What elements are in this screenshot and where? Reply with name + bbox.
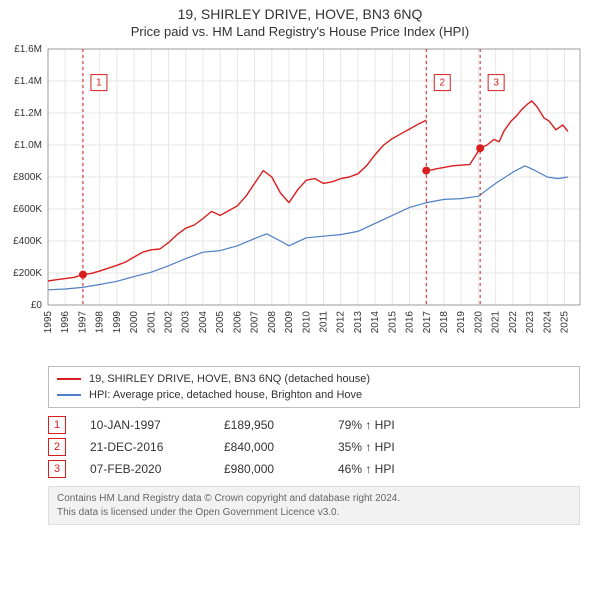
svg-text:1999: 1999: [112, 311, 123, 334]
legend-label: HPI: Average price, detached house, Brig…: [89, 389, 362, 401]
sale-events-table: 1 10-JAN-1997 £189,950 79% ↑ HPI 2 21-DEC-201…: [48, 414, 580, 480]
svg-text:2020: 2020: [473, 311, 484, 334]
legend-item: 19, SHIRLEY DRIVE, HOVE, BN3 6NQ (detach…: [57, 371, 571, 387]
svg-text:£0: £0: [31, 300, 43, 311]
svg-text:2007: 2007: [250, 311, 261, 334]
svg-text:2008: 2008: [267, 311, 278, 334]
chart-title-subtitle: Price paid vs. HM Land Registry's House …: [0, 24, 600, 39]
legend-swatch: [57, 378, 81, 380]
svg-text:2024: 2024: [542, 311, 553, 334]
sale-event-row: 2 21-DEC-2016 £840,000 35% ↑ HPI: [48, 436, 580, 458]
sale-event-pct: 79% ↑ HPI: [338, 418, 395, 432]
svg-text:2000: 2000: [129, 311, 140, 334]
attribution-box: Contains HM Land Registry data © Crown c…: [48, 486, 580, 525]
svg-text:£1.0M: £1.0M: [14, 140, 42, 151]
svg-text:2021: 2021: [491, 311, 502, 334]
svg-text:2011: 2011: [318, 311, 329, 333]
svg-text:2017: 2017: [422, 311, 433, 334]
sale-event-pct: 46% ↑ HPI: [338, 462, 395, 476]
chart-legend: 19, SHIRLEY DRIVE, HOVE, BN3 6NQ (detach…: [48, 366, 580, 408]
attribution-line: Contains HM Land Registry data © Crown c…: [57, 492, 571, 506]
sale-event-date: 21-DEC-2016: [90, 440, 200, 454]
svg-text:1998: 1998: [95, 311, 106, 334]
svg-text:£400K: £400K: [13, 236, 42, 247]
svg-text:£1.2M: £1.2M: [14, 108, 42, 119]
sale-event-price: £980,000: [224, 462, 314, 476]
svg-text:2012: 2012: [336, 311, 347, 334]
legend-item: HPI: Average price, detached house, Brig…: [57, 387, 571, 403]
svg-text:£200K: £200K: [13, 268, 42, 279]
sale-event-badge: 1: [48, 416, 66, 434]
chart-titles: 19, SHIRLEY DRIVE, HOVE, BN3 6NQ Price p…: [0, 6, 600, 39]
svg-text:2001: 2001: [146, 311, 157, 334]
svg-text:2002: 2002: [164, 311, 175, 334]
svg-text:2023: 2023: [525, 311, 536, 334]
svg-text:2019: 2019: [456, 311, 467, 334]
svg-text:2025: 2025: [560, 311, 571, 334]
svg-text:2009: 2009: [284, 311, 295, 334]
svg-text:2022: 2022: [508, 311, 519, 334]
svg-text:3: 3: [493, 78, 499, 89]
sale-event-badge: 3: [48, 460, 66, 478]
legend-label: 19, SHIRLEY DRIVE, HOVE, BN3 6NQ (detach…: [89, 373, 370, 385]
price-chart-svg: £0 £200K £400K £600K £800K £1.0M £1.2M £1.4M £1.…: [0, 43, 600, 353]
svg-text:2004: 2004: [198, 311, 209, 334]
sale-event-badge: 2: [48, 438, 66, 456]
svg-text:2003: 2003: [181, 311, 192, 334]
svg-text:1996: 1996: [60, 311, 71, 334]
chart-area: £0 £200K £400K £600K £800K £1.0M £1.2M £1.4M £1.…: [0, 43, 600, 358]
sale-event-price: £840,000: [224, 440, 314, 454]
svg-text:2016: 2016: [405, 311, 416, 334]
sale-event-date: 07-FEB-2020: [90, 462, 200, 476]
sale-event-date: 10-JAN-1997: [90, 418, 200, 432]
svg-text:2005: 2005: [215, 311, 226, 334]
svg-text:2013: 2013: [353, 311, 364, 334]
legend-swatch: [57, 394, 81, 396]
svg-text:2014: 2014: [370, 311, 381, 334]
sale-event-row: 1 10-JAN-1997 £189,950 79% ↑ HPI: [48, 414, 580, 436]
sale-event-pct: 35% ↑ HPI: [338, 440, 395, 454]
svg-text:2: 2: [439, 78, 445, 89]
chart-title-address: 19, SHIRLEY DRIVE, HOVE, BN3 6NQ: [0, 6, 600, 22]
svg-text:1997: 1997: [77, 311, 88, 334]
svg-text:1995: 1995: [43, 311, 54, 334]
svg-text:2006: 2006: [232, 311, 243, 334]
svg-text:£1.6M: £1.6M: [14, 44, 42, 55]
svg-text:2010: 2010: [301, 311, 312, 334]
svg-text:2015: 2015: [387, 311, 398, 334]
attribution-line: This data is licensed under the Open Gov…: [57, 506, 571, 520]
svg-text:£800K: £800K: [13, 172, 42, 183]
sale-event-row: 3 07-FEB-2020 £980,000 46% ↑ HPI: [48, 458, 580, 480]
sale-event-price: £189,950: [224, 418, 314, 432]
svg-text:£1.4M: £1.4M: [14, 76, 42, 87]
svg-text:1: 1: [96, 78, 102, 89]
svg-text:£600K: £600K: [13, 204, 42, 215]
svg-text:2018: 2018: [439, 311, 450, 334]
